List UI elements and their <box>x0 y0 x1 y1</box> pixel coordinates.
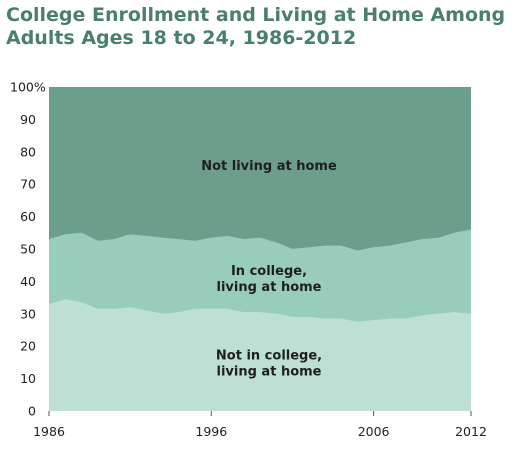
area-label-not_college_home: living at home <box>217 364 322 379</box>
y-tick-label: 0 <box>28 404 36 419</box>
x-tick-label: 2012 <box>455 424 487 439</box>
area-college_home <box>49 229 471 322</box>
x-tick-label: 1996 <box>195 424 227 439</box>
y-tick-label: 90 <box>20 112 36 127</box>
chart-title-line-1: College Enrollment and Living at Home Am… <box>6 4 506 26</box>
area-label-college_home: In college, <box>231 264 307 279</box>
y-tick-label: 10 <box>20 371 36 386</box>
chart-areas <box>49 87 471 411</box>
y-tick-label: 100% <box>10 80 46 95</box>
y-axis: 0 10 20 30 40 50 60 70 80 90 100% <box>10 80 46 419</box>
area-not_home <box>49 87 471 251</box>
chart-title-line-2: Adults Ages 18 to 24, 1986-2012 <box>6 27 357 49</box>
y-tick-label: 40 <box>20 274 36 289</box>
y-tick-label: 30 <box>20 306 36 321</box>
x-axis: 1986 1996 2006 2012 <box>33 411 487 439</box>
area-label-not_college_home: Not in college, <box>216 348 322 363</box>
x-tick-label: 2006 <box>358 424 390 439</box>
area-not_college_home <box>49 299 471 411</box>
y-tick-label: 70 <box>20 177 36 192</box>
area-label-college_home: living at home <box>217 280 322 295</box>
y-tick-label: 60 <box>20 209 36 224</box>
area-label-not_home: Not living at home <box>201 159 337 174</box>
chart-title: College Enrollment and Living at Home Am… <box>6 4 511 50</box>
x-tick-label: 1986 <box>33 424 65 439</box>
y-tick-label: 20 <box>20 339 36 354</box>
y-tick-label: 80 <box>20 144 36 159</box>
y-tick-label: 50 <box>20 242 36 257</box>
